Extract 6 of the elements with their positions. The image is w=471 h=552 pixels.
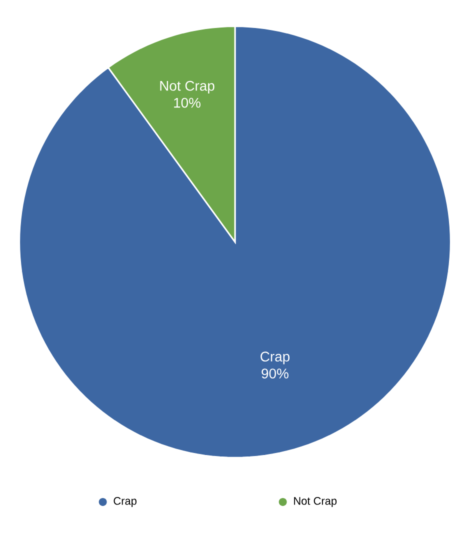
legend-label: Not Crap — [294, 497, 337, 507]
slice-label: Not Crap — [160, 80, 214, 94]
data-label: 10% — [174, 98, 200, 108]
slice-label: Crap — [260, 352, 290, 364]
data-label: 90% — [262, 368, 288, 378]
slice-label: Crap — [114, 497, 136, 507]
